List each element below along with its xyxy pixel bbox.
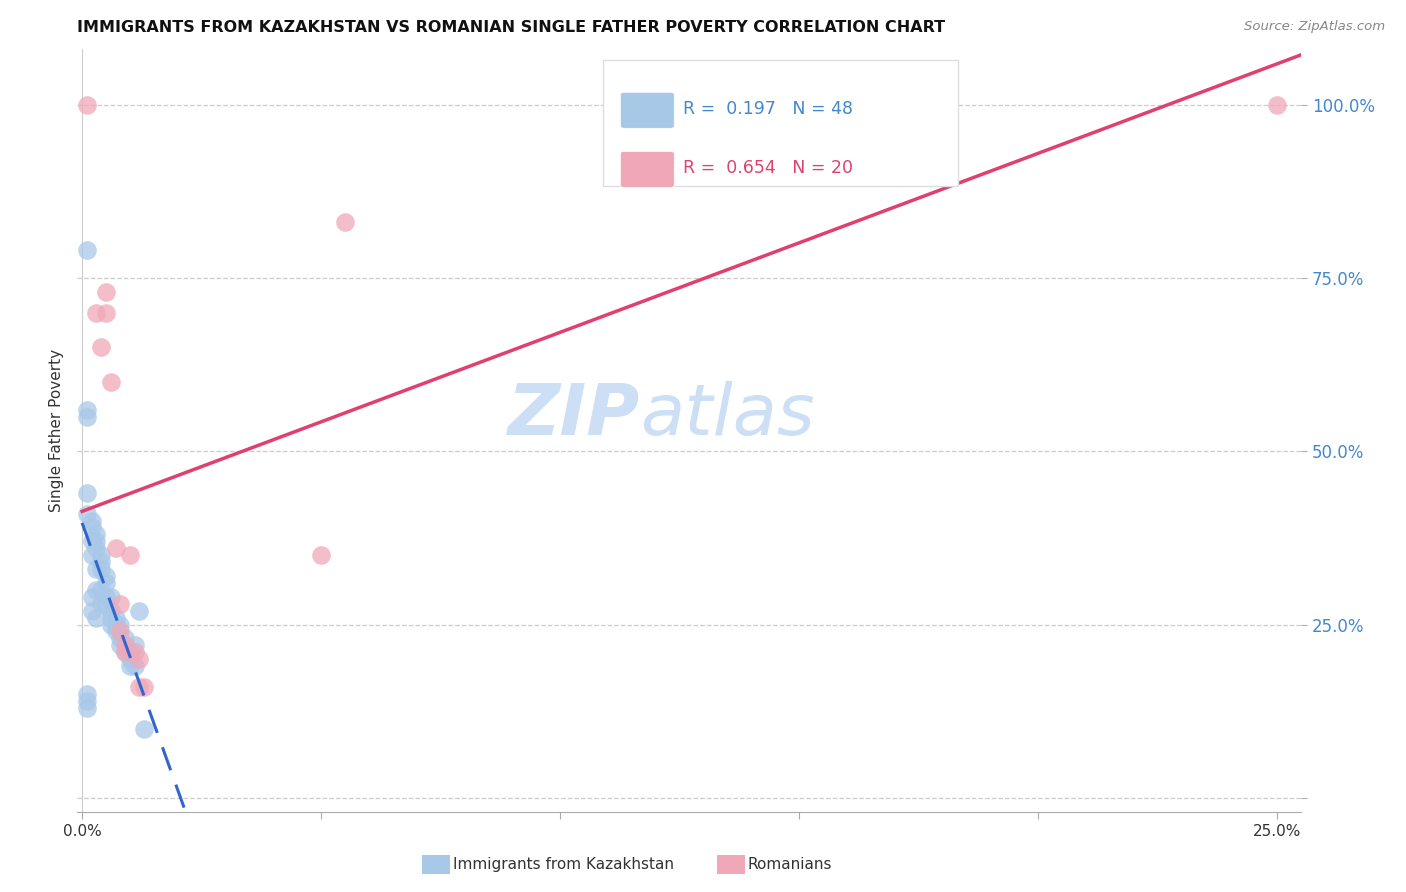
Point [100,617,122,632]
Point [114,638,136,652]
Point [80,534,103,549]
Point [90,597,112,611]
Text: IMMIGRANTS FROM KAZAKHSTAN VS ROMANIAN SINGLE FATHER POVERTY CORRELATION CHART: IMMIGRANTS FROM KAZAKHSTAN VS ROMANIAN S… [77,20,945,35]
Point [118,659,141,673]
FancyBboxPatch shape [603,61,957,186]
Point [104,610,127,624]
Point [90,562,112,576]
Point [100,375,122,389]
Point [110,617,132,632]
Point [94,590,117,604]
Point [80,520,103,534]
Point [118,652,141,666]
Point [86,562,108,576]
Point [86,527,108,541]
Point [118,548,141,562]
Point [80,514,103,528]
Point [114,645,136,659]
Point [134,680,156,694]
Point [86,534,108,549]
Point [76,700,98,714]
Point [333,215,356,229]
Point [76,694,98,708]
Point [128,680,150,694]
Point [90,548,112,562]
Point [110,632,132,646]
Point [90,582,112,597]
Point [80,548,103,562]
Point [128,604,150,618]
Point [110,624,132,639]
Point [76,402,98,417]
Point [94,597,117,611]
Point [90,340,112,354]
Point [104,624,127,639]
Point [100,610,122,624]
FancyBboxPatch shape [620,92,675,128]
Point [86,305,108,319]
Point [80,590,103,604]
Point [80,604,103,618]
Text: Romanians: Romanians [748,857,832,871]
Point [104,541,127,556]
Point [309,548,332,562]
Text: Immigrants from Kazakhstan: Immigrants from Kazakhstan [453,857,673,871]
Point [110,597,132,611]
Point [110,638,132,652]
Text: atlas: atlas [640,381,814,450]
Text: R =  0.197   N = 48: R = 0.197 N = 48 [683,100,853,119]
Point [94,569,117,583]
Point [86,610,108,624]
Point [90,555,112,569]
Point [76,97,98,112]
Y-axis label: Single Father Poverty: Single Father Poverty [49,349,65,512]
Point [94,305,117,319]
Point [128,652,150,666]
Point [94,576,117,591]
Point [76,687,98,701]
Point [86,541,108,556]
Text: ZIP: ZIP [508,381,640,450]
Point [104,617,127,632]
Point [76,507,98,521]
Text: R =  0.654   N = 20: R = 0.654 N = 20 [683,160,853,178]
Point [118,645,141,659]
Point [76,243,98,257]
Point [124,645,146,659]
Point [134,722,156,736]
Point [76,485,98,500]
Point [86,582,108,597]
Point [76,409,98,424]
Point [100,590,122,604]
Point [124,638,146,652]
Point [114,632,136,646]
Point [1265,97,1288,112]
Point [114,645,136,659]
Text: Source: ZipAtlas.com: Source: ZipAtlas.com [1244,20,1385,33]
FancyBboxPatch shape [620,152,675,187]
Point [124,659,146,673]
Point [94,285,117,299]
Point [907,97,929,112]
Point [100,604,122,618]
